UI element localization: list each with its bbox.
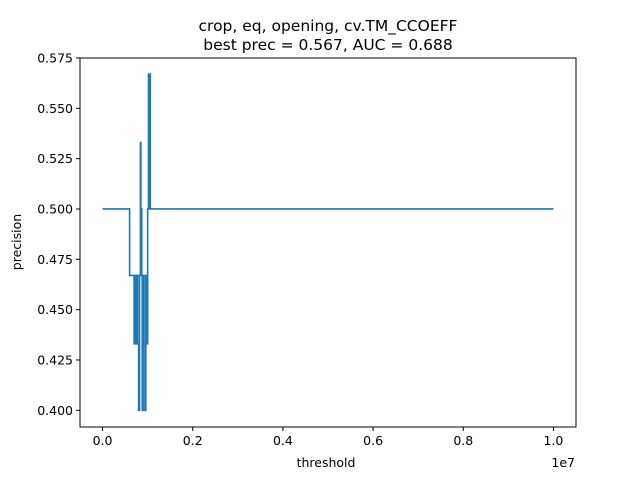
axes-frame: [79, 57, 577, 428]
y-tick-label: 0.425: [37, 352, 73, 367]
precision-series-line: [102, 73, 554, 412]
y-tick-label: 0.450: [37, 302, 73, 317]
x-tick-label: 1.0: [544, 433, 564, 448]
x-tick-label: 0.4: [273, 433, 293, 448]
y-tick-label: 0.525: [37, 151, 73, 166]
x-axis-label: threshold: [297, 455, 356, 470]
y-tick-label: 0.550: [37, 101, 73, 116]
y-tick-label: 0.475: [37, 252, 73, 267]
chart-subtitle: best prec = 0.567, AUC = 0.688: [203, 36, 452, 54]
y-tick-label: 0.400: [37, 403, 73, 418]
x-tick-label: 0.8: [453, 433, 473, 448]
axis-ticks: 0.0 0.2 0.4 0.6 0.8 1.0 0.400 0.425 0.450 0.475 0.…: [37, 51, 563, 449]
x-tick-label: 0.0: [93, 433, 113, 448]
plot-area: [102, 73, 554, 412]
y-tick-label: 0.500: [37, 201, 73, 216]
x-axis-offset-label: 1e7: [551, 455, 575, 470]
y-tick-label: 0.575: [37, 51, 73, 66]
x-tick-label: 0.2: [183, 433, 203, 448]
y-axis-label: precision: [9, 214, 24, 270]
chart-title: crop, eq, opening, cv.TM_CCOEFF: [199, 17, 458, 36]
x-tick-label: 0.6: [363, 433, 383, 448]
